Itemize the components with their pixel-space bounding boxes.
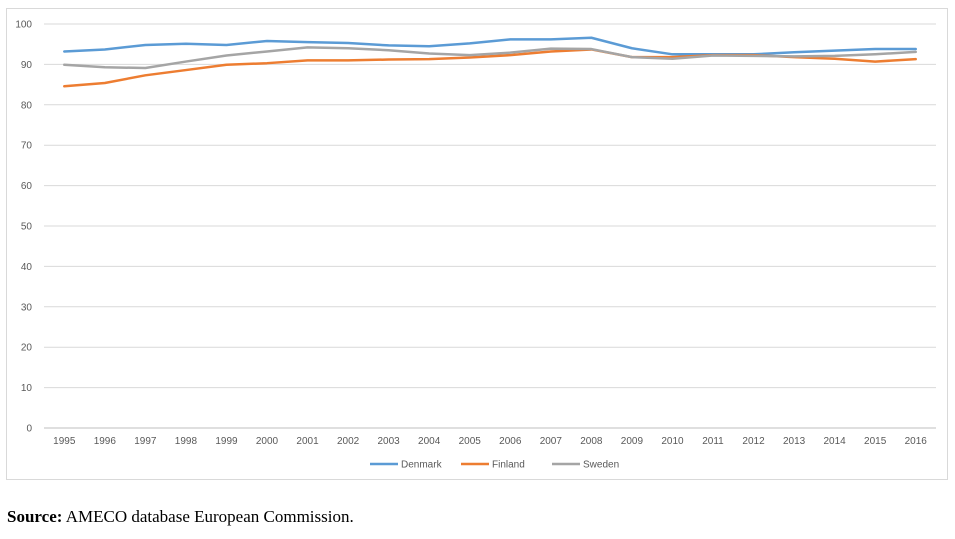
series-line-denmark xyxy=(63,36,917,56)
x-tick-label: 2009 xyxy=(621,436,644,447)
x-tick-label: 2010 xyxy=(661,436,684,447)
x-tick-label: 2013 xyxy=(783,436,806,447)
series-line-sweden xyxy=(63,46,917,70)
legend-label-finland: Finland xyxy=(492,460,525,471)
y-tick-label: 40 xyxy=(21,262,33,273)
x-tick-label: 2015 xyxy=(864,436,887,447)
x-tick-label: 1997 xyxy=(134,436,157,447)
y-tick-label: 0 xyxy=(26,424,32,435)
x-tick-label: 2007 xyxy=(540,436,563,447)
x-tick-label: 2001 xyxy=(296,436,319,447)
source-text: AMECO database European Commission. xyxy=(62,507,354,526)
y-tick-label: 80 xyxy=(21,100,33,111)
x-tick-label: 1995 xyxy=(53,436,76,447)
y-tick-label: 10 xyxy=(21,383,33,394)
x-tick-label: 2005 xyxy=(459,436,482,447)
y-tick-label: 100 xyxy=(15,20,32,31)
legend-label-denmark: Denmark xyxy=(401,460,443,471)
chart-area: 0 10 20 30 40 50 60 70 80 90 100 1995 1996 1997 1998 1… xyxy=(6,8,948,480)
legend: Denmark Finland Sweden xyxy=(370,460,619,471)
x-tick-label: 2004 xyxy=(418,436,441,447)
x-tick-label: 1999 xyxy=(215,436,238,447)
x-tick-label: 2014 xyxy=(824,436,847,447)
x-tick-label: 2012 xyxy=(742,436,765,447)
gridlines xyxy=(44,23,936,429)
x-tick-label: 1996 xyxy=(94,436,117,447)
y-tick-label: 70 xyxy=(21,141,33,152)
source-label: Source: xyxy=(7,507,63,526)
y-tick-label: 50 xyxy=(21,222,33,233)
y-tick-label: 20 xyxy=(21,343,33,354)
x-axis-tick-labels: 1995 1996 1997 1998 1999 2000 2001 2002 2003 2004… xyxy=(53,436,927,447)
y-tick-label: 30 xyxy=(21,302,33,313)
x-tick-label: 2011 xyxy=(702,436,724,447)
x-tick-label: 2000 xyxy=(256,436,279,447)
x-tick-label: 2003 xyxy=(378,436,401,447)
source-note: Source: AMECO database European Commissi… xyxy=(7,507,354,527)
series-lines xyxy=(63,36,917,88)
x-tick-label: 2006 xyxy=(499,436,522,447)
x-tick-label: 2002 xyxy=(337,436,360,447)
y-tick-label: 60 xyxy=(21,181,33,192)
legend-label-sweden: Sweden xyxy=(583,460,619,471)
x-tick-label: 2008 xyxy=(580,436,603,447)
x-tick-label: 1998 xyxy=(175,436,198,447)
y-tick-label: 90 xyxy=(21,60,33,71)
x-tick-label: 2016 xyxy=(905,436,928,447)
y-axis-tick-labels: 0 10 20 30 40 50 60 70 80 90 100 xyxy=(15,20,32,435)
